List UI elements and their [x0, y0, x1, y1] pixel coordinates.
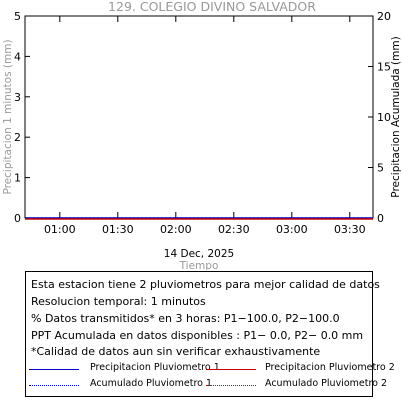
- y-left-tick-label: 2: [14, 131, 21, 144]
- info-box: Esta estacion tiene 2 pluviometros para …: [25, 271, 395, 397]
- x-tick-label: 02:00: [160, 223, 192, 236]
- y-right-tick-label: 15: [377, 61, 391, 74]
- y-right-tick-label: 10: [377, 111, 391, 124]
- y-left-tick-label: 1: [14, 172, 21, 185]
- y-axis-right-ticks: 0 5 10 15 20: [368, 10, 391, 225]
- legend-label-p2-rate: Precipitacion Pluviometro 2: [265, 362, 395, 373]
- y-right-tick-label: 0: [377, 212, 384, 225]
- legend-label-p1-rate: Precipitacion Pluviometro 1: [90, 362, 220, 373]
- legend-label-p1-acc: Acumulado Pluviometro 1: [90, 378, 213, 389]
- info-line-transmitted: % Datos transmitidos* en 3 horas: P1−100…: [31, 312, 340, 325]
- x-tick-label: 01:00: [44, 223, 76, 236]
- info-line-accumulated: PPT Acumulada en datos disponibles : P1−…: [31, 329, 364, 342]
- y-axis-left-ticks: 0 1 2 3 4 5: [14, 10, 30, 225]
- info-line-stations: Esta estacion tiene 2 pluviometros para …: [31, 278, 380, 291]
- y-left-tick-label: 5: [14, 10, 21, 23]
- x-tick-label: 02:30: [218, 223, 250, 236]
- y-axis-right-label: Precipitacion Acumulada (mm): [390, 36, 402, 197]
- legend-swatch-p2-acc: [206, 385, 256, 386]
- x-axis-label: Tiempo: [179, 260, 219, 270]
- legend-swatch-p1-acc: [29, 385, 79, 386]
- legend-label-p2-acc: Acumulado Pluviometro 2: [265, 378, 388, 389]
- legend-swatch-p1-rate: [29, 369, 79, 370]
- y-axis-left-label: Precipitacion 1 minutos (mm): [2, 39, 14, 194]
- rainfall-chart: 129. COLEGIO DIVINO SALVADOR Precipitaci…: [2, 0, 402, 270]
- chart-title: 129. COLEGIO DIVINO SALVADOR: [108, 0, 316, 14]
- x-tick-label: 03:00: [276, 223, 308, 236]
- legend-swatch-p2-rate: [206, 369, 256, 370]
- y-left-tick-label: 3: [14, 91, 21, 104]
- y-left-tick-label: 4: [14, 50, 21, 63]
- x-tick-label: 03:30: [334, 223, 366, 236]
- y-left-tick-label: 0: [14, 212, 21, 225]
- x-axis-ticks: 01:00 01:30 02:00 02:30 03:00 03:30: [44, 16, 366, 236]
- x-tick-label: 01:30: [102, 223, 134, 236]
- info-line-resolution: Resolucion temporal: 1 minutos: [31, 295, 206, 308]
- date-label: 14 Dec, 2025: [164, 248, 234, 260]
- y-right-tick-label: 5: [377, 162, 384, 175]
- plot-frame: [24, 15, 374, 219]
- info-line-quality-note: *Calidad de datos aun sin verificar exha…: [31, 345, 321, 358]
- series-layer: [25, 217, 373, 220]
- y-right-tick-label: 20: [377, 10, 391, 23]
